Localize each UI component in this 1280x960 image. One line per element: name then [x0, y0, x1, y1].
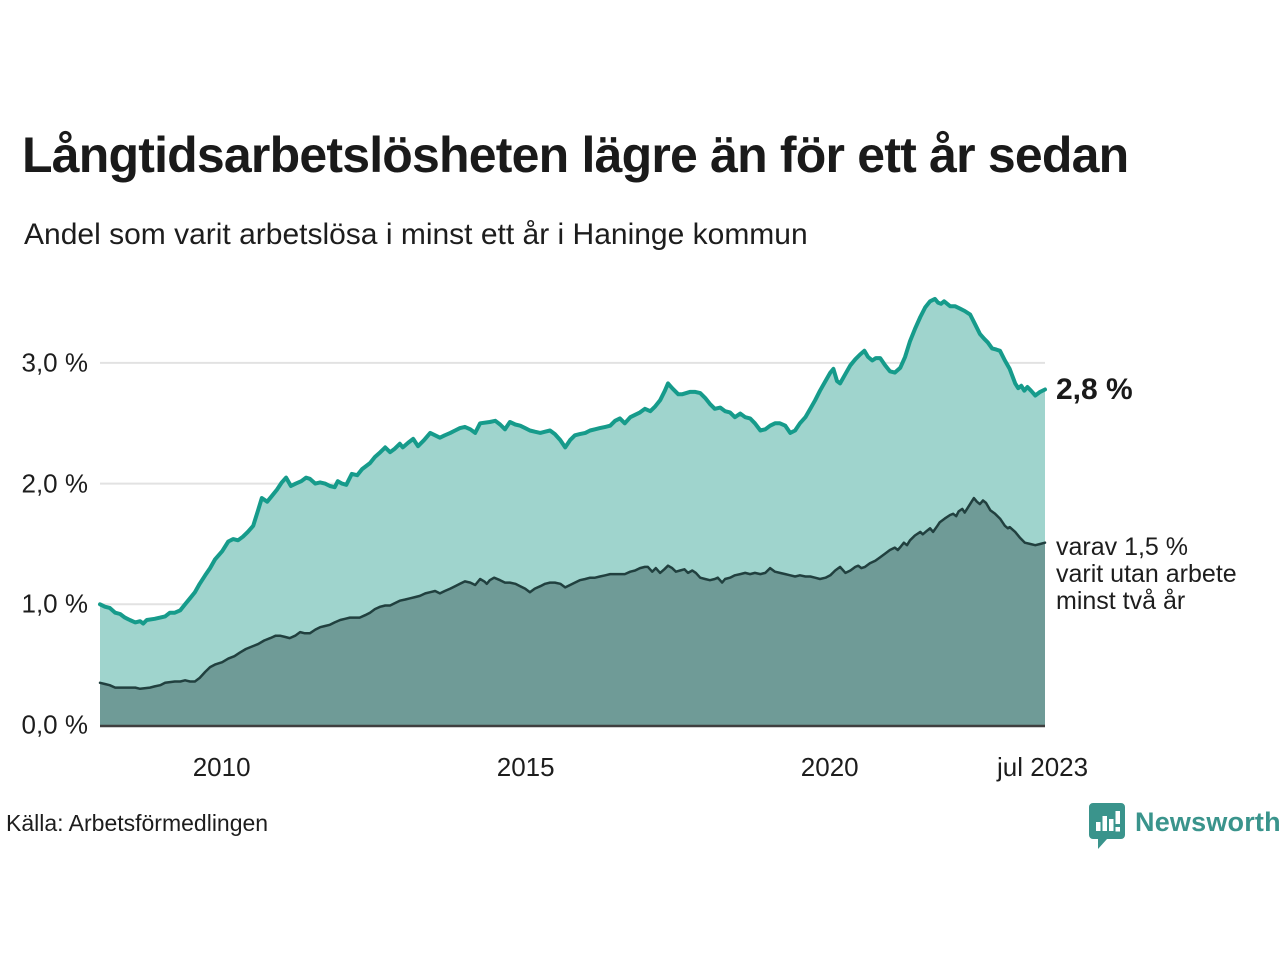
y-axis-tick-2: 2,0 % [21, 468, 89, 499]
chart-subtitle: Andel som varit arbetslösa i minst ett å… [24, 218, 808, 251]
x-axis-tick-2015: 2015 [496, 752, 555, 782]
y-axis-tick-1: 1,0 % [21, 588, 89, 619]
series-end-value-label: 2,8 % [1056, 373, 1133, 407]
annotation-line-3: minst två år [1056, 586, 1186, 615]
y-axis-tick-3: 3,0 % [21, 347, 89, 378]
source-credit: Källa: Arbetsförmedlingen [6, 810, 269, 836]
newsworthy-logo-icon [1089, 803, 1125, 849]
annotation-line-1: varav 1,5 % [1056, 532, 1189, 561]
x-axis-tick-2010: 2010 [192, 752, 251, 782]
page-title: Långtidsarbetslösheten lägre än för ett … [22, 127, 1129, 183]
series-annotation: varav 1,5 % varit utan arbete minst två … [1056, 532, 1237, 615]
x-axis-tick-jul-2023: jul 2023 [997, 752, 1089, 782]
x-axis-tick-2020: 2020 [800, 752, 859, 782]
annotation-line-2: varit utan arbete [1056, 559, 1237, 588]
newsworthy-logo: Newsworthy [1088, 802, 1280, 852]
newsworthy-logo-text: Newsworthy [1135, 807, 1280, 837]
y-axis-tick-0: 0,0 % [21, 709, 89, 740]
